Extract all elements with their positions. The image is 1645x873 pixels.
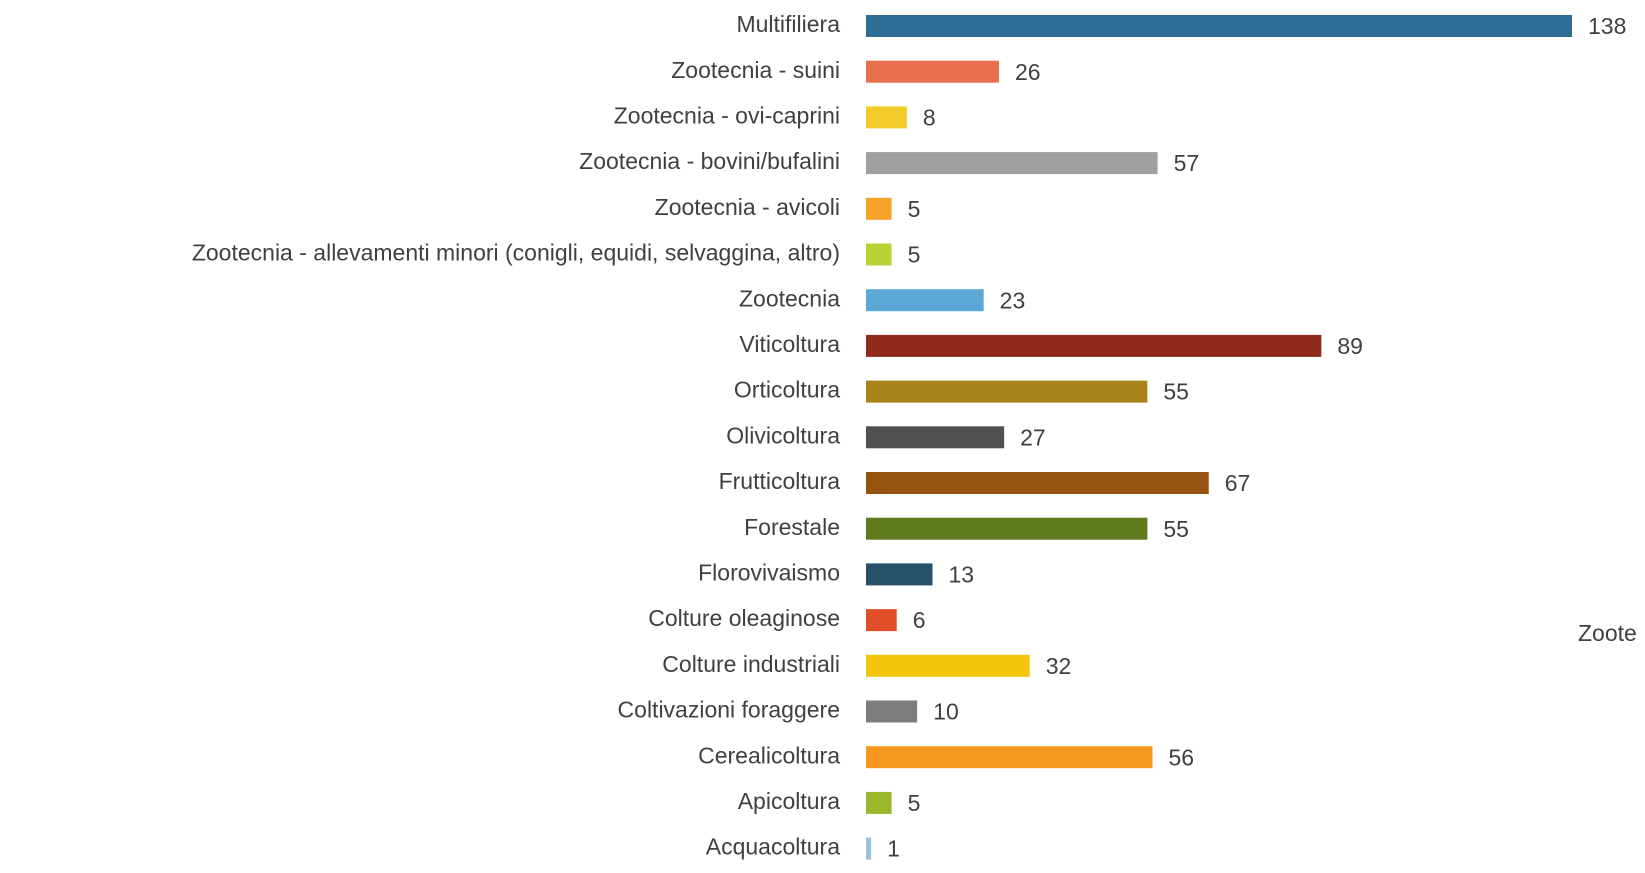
value-label: 6: [913, 607, 926, 633]
category-label: Multifiliera: [736, 11, 840, 37]
category-label: Florovivaismo: [698, 559, 840, 585]
category-label: Frutticoltura: [719, 468, 841, 494]
category-label: Viticoltura: [739, 331, 840, 357]
category-label: Zootecnia: [739, 285, 840, 311]
bar: [866, 197, 892, 220]
bar: [866, 700, 918, 723]
bar: [866, 15, 1572, 37]
value-label: 5: [908, 242, 921, 268]
category-label: Apicoltura: [738, 788, 840, 814]
category-label: Acquacoltura: [706, 834, 840, 860]
value-label: 56: [1168, 744, 1194, 770]
category-label: Cerealicoltura: [698, 742, 840, 768]
bar: [866, 426, 1005, 449]
bar: [866, 60, 1000, 83]
category-label: Zootecnia - bovini/bufalini: [579, 148, 840, 174]
bar: [866, 654, 1030, 677]
category-label: Coltivazioni foraggere: [618, 697, 840, 723]
bar: [866, 563, 933, 586]
category-label: Forestale: [744, 514, 840, 540]
category-label: Colture industriali: [662, 651, 840, 677]
category-label: Olivicoltura: [726, 422, 840, 448]
bar: [866, 289, 984, 312]
bar: [866, 609, 897, 632]
annotation: Zoote: [1578, 620, 1637, 646]
bar: [866, 472, 1209, 494]
value-label: 13: [949, 561, 975, 587]
category-label: Zootecnia - suini: [671, 57, 840, 83]
value-label: 55: [1163, 516, 1189, 542]
category-label: Zootecnia - avicoli: [655, 194, 840, 220]
value-label: 26: [1015, 59, 1041, 85]
bar: [866, 380, 1148, 403]
bar: [866, 152, 1158, 175]
category-label: Zootecnia - ovi-caprini: [614, 102, 840, 128]
category-label: Colture oleaginose: [648, 605, 840, 631]
value-label: 32: [1046, 653, 1072, 679]
value-label: 67: [1225, 470, 1251, 496]
value-label: 5: [908, 196, 921, 222]
category-label: Orticoltura: [734, 377, 840, 403]
value-label: 27: [1020, 424, 1046, 450]
bar: [866, 791, 892, 814]
bar: [866, 746, 1153, 769]
value-label: 5: [908, 790, 921, 816]
category-label: Zootecnia - allevamenti minori (conigli,…: [192, 240, 840, 266]
bar: [866, 837, 872, 860]
bar: [866, 517, 1148, 540]
value-label: 8: [923, 104, 936, 130]
value-label: 23: [1000, 287, 1026, 313]
value-label: 89: [1337, 333, 1363, 359]
value-label: 55: [1163, 379, 1189, 405]
value-label: 57: [1174, 150, 1200, 176]
value-label: 1: [887, 836, 900, 862]
bar: [866, 334, 1322, 357]
value-label: 10: [933, 699, 959, 725]
value-label: 138: [1588, 13, 1626, 39]
bar: [866, 243, 892, 266]
bar: [866, 106, 907, 129]
